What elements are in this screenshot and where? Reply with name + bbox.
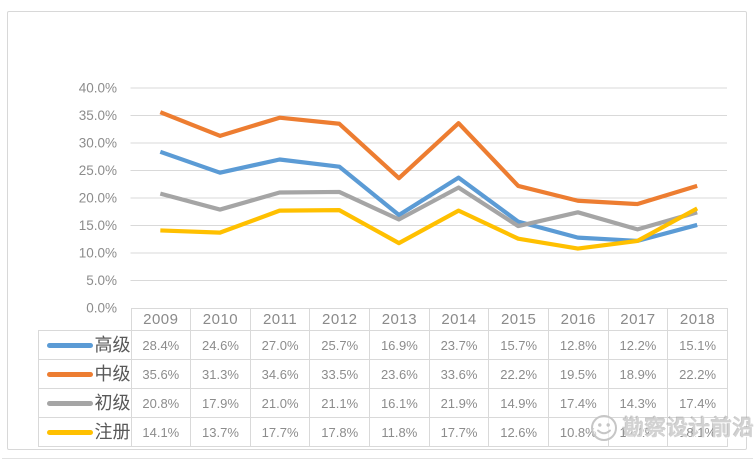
value-cell: 23.6% xyxy=(369,359,430,389)
y-axis-tick-label: 10.0% xyxy=(79,246,117,261)
value-cell: 33.6% xyxy=(428,359,490,389)
value-cell: 12.6% xyxy=(488,417,549,447)
table-row-高级: 高级 28.4% 24.6% 27.0% 25.7% 16.9% 23.7% 15.7% 12.… xyxy=(38,330,728,360)
y-axis-tick-label: 0.0% xyxy=(86,301,117,316)
value-cell: 17.4% xyxy=(667,388,728,418)
table-row-初级: 初级 20.8% 17.9% 21.0% 21.1% 16.1% 21.9% 14.9% 17.… xyxy=(38,388,728,418)
y-axis-tick-label: 25.0% xyxy=(79,163,117,178)
year-header-cell: 2010 xyxy=(190,308,251,331)
value-cell: 20.8% xyxy=(130,388,192,418)
table-row-中级: 中级 35.6% 31.3% 34.6% 33.5% 23.6% 33.6% 22.2% 19.… xyxy=(38,359,728,389)
value-cell: 17.9% xyxy=(190,388,251,418)
value-cell: 22.2% xyxy=(488,359,549,389)
value-cell: 18.1% xyxy=(667,417,728,447)
year-header-cell: 2009 xyxy=(130,308,192,331)
year-header-cell: 2013 xyxy=(369,308,430,331)
value-cell: 10.8% xyxy=(547,417,609,447)
legend-cell: 中级 xyxy=(38,359,132,389)
value-cell: 25.7% xyxy=(309,330,371,360)
value-cell: 11.8% xyxy=(369,417,430,447)
value-cell: 15.7% xyxy=(488,330,549,360)
value-cell: 16.9% xyxy=(369,330,430,360)
y-axis-tick-label: 30.0% xyxy=(79,136,117,151)
year-header-cell: 2016 xyxy=(547,308,609,331)
legend-label: 初级 xyxy=(94,393,131,413)
year-header-cell: 2017 xyxy=(607,308,669,331)
value-cell: 34.6% xyxy=(249,359,311,389)
y-axis-tick-label: 35.0% xyxy=(79,108,117,123)
legend-label: 中级 xyxy=(94,364,131,384)
value-cell: 12.8% xyxy=(547,330,609,360)
page-divider xyxy=(2,458,753,459)
value-cell: 15.1% xyxy=(667,330,728,360)
value-cell: 17.7% xyxy=(428,417,490,447)
value-cell: 16.1% xyxy=(369,388,430,418)
series-line-注册 xyxy=(160,206,699,251)
year-header-cell: 2012 xyxy=(309,308,371,331)
value-cell: 18.9% xyxy=(607,359,669,389)
table-row-注册: 注册 14.1% 13.7% 17.7% 17.8% 11.8% 17.7% 12.6% 10.… xyxy=(38,417,728,447)
legend-cell: 初级 xyxy=(38,388,132,418)
y-axis-tick-label: 15.0% xyxy=(79,218,117,233)
y-axis-tick-label: 20.0% xyxy=(79,191,117,206)
value-cell: 35.6% xyxy=(130,359,192,389)
value-cell: 17.7% xyxy=(249,417,311,447)
y-axis-tick-label: 5.0% xyxy=(86,273,117,288)
legend-label: 注册 xyxy=(94,422,131,442)
value-cell: 21.1% xyxy=(309,388,371,418)
series-line-高级 xyxy=(159,149,698,243)
legend-cell: 高级 xyxy=(38,330,132,360)
legend-line-swatch xyxy=(46,429,93,435)
value-cell: 28.4% xyxy=(130,330,192,360)
legend-header-blank-cell xyxy=(39,309,132,331)
legend-line-swatch xyxy=(46,342,93,348)
value-cell: 14.3% xyxy=(607,388,669,418)
value-cell: 13.7% xyxy=(190,417,251,447)
value-cell: 22.2% xyxy=(667,359,728,389)
value-cell: 19.5% xyxy=(547,359,609,389)
value-cell: 17.4% xyxy=(547,388,609,418)
chart-data-table: 2009 2010 2011 2012 2013 2014 2015 2016 2017 2018… xyxy=(38,308,728,447)
value-cell: 24.6% xyxy=(190,330,251,360)
value-cell: 14.9% xyxy=(488,388,549,418)
value-cell: 12.2% xyxy=(607,330,669,360)
y-axis-tick-label: 40.0% xyxy=(79,81,117,96)
year-header-cell: 2011 xyxy=(249,308,311,331)
value-cell: 27.0% xyxy=(249,330,311,360)
year-header-cell: 2018 xyxy=(667,308,728,331)
year-header-cell: 2015 xyxy=(488,308,549,331)
value-cell: 14.1% xyxy=(130,417,192,447)
series-line-中级 xyxy=(159,110,698,207)
value-cell: 31.3% xyxy=(190,359,251,389)
legend-line-swatch xyxy=(46,400,93,406)
value-cell: 17.8% xyxy=(309,417,371,447)
value-cell: 21.0% xyxy=(249,388,311,418)
legend-line-swatch xyxy=(46,371,93,377)
series-line-初级 xyxy=(159,185,698,232)
value-cell: 23.7% xyxy=(428,330,490,360)
legend-cell: 注册 xyxy=(38,417,132,447)
value-cell: 12.2% xyxy=(607,417,669,447)
year-header-cell: 2014 xyxy=(428,308,490,331)
value-cell: 21.9% xyxy=(428,388,490,418)
value-cell: 33.5% xyxy=(309,359,371,389)
legend-label: 高级 xyxy=(94,335,131,355)
